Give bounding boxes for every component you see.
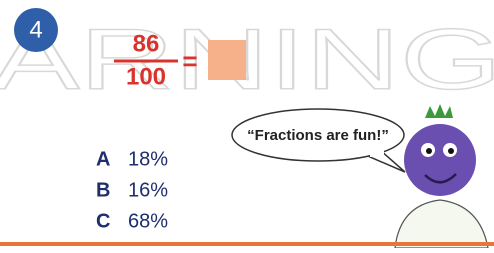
bottom-rule bbox=[0, 242, 494, 246]
numerator: 86 bbox=[133, 30, 160, 57]
option-letter: A bbox=[96, 148, 110, 170]
answer-box bbox=[208, 40, 246, 80]
pupil bbox=[448, 148, 454, 154]
options: A 18% B 16% C 68% bbox=[96, 148, 168, 232]
speech-text: “Fractions are fun!” bbox=[247, 127, 389, 144]
option-text: 16% bbox=[128, 179, 168, 201]
option-letter: B bbox=[96, 179, 110, 201]
page: ARNING 4 86 100 = “Fractions are fun!” A… bbox=[0, 0, 494, 248]
option-text: 68% bbox=[128, 210, 168, 232]
bubble-join bbox=[370, 148, 384, 157]
denominator: 100 bbox=[126, 63, 166, 90]
worksheet: ARNING 4 86 100 = “Fractions are fun!” A… bbox=[0, 0, 494, 248]
equals-sign: = bbox=[182, 46, 197, 76]
question-number: 4 bbox=[29, 16, 42, 43]
option-letter: C bbox=[96, 210, 110, 232]
character-body bbox=[395, 200, 488, 248]
pupil bbox=[426, 148, 432, 154]
watermark: ARNING bbox=[0, 12, 494, 108]
character-head bbox=[404, 124, 476, 196]
option-text: 18% bbox=[128, 148, 168, 170]
